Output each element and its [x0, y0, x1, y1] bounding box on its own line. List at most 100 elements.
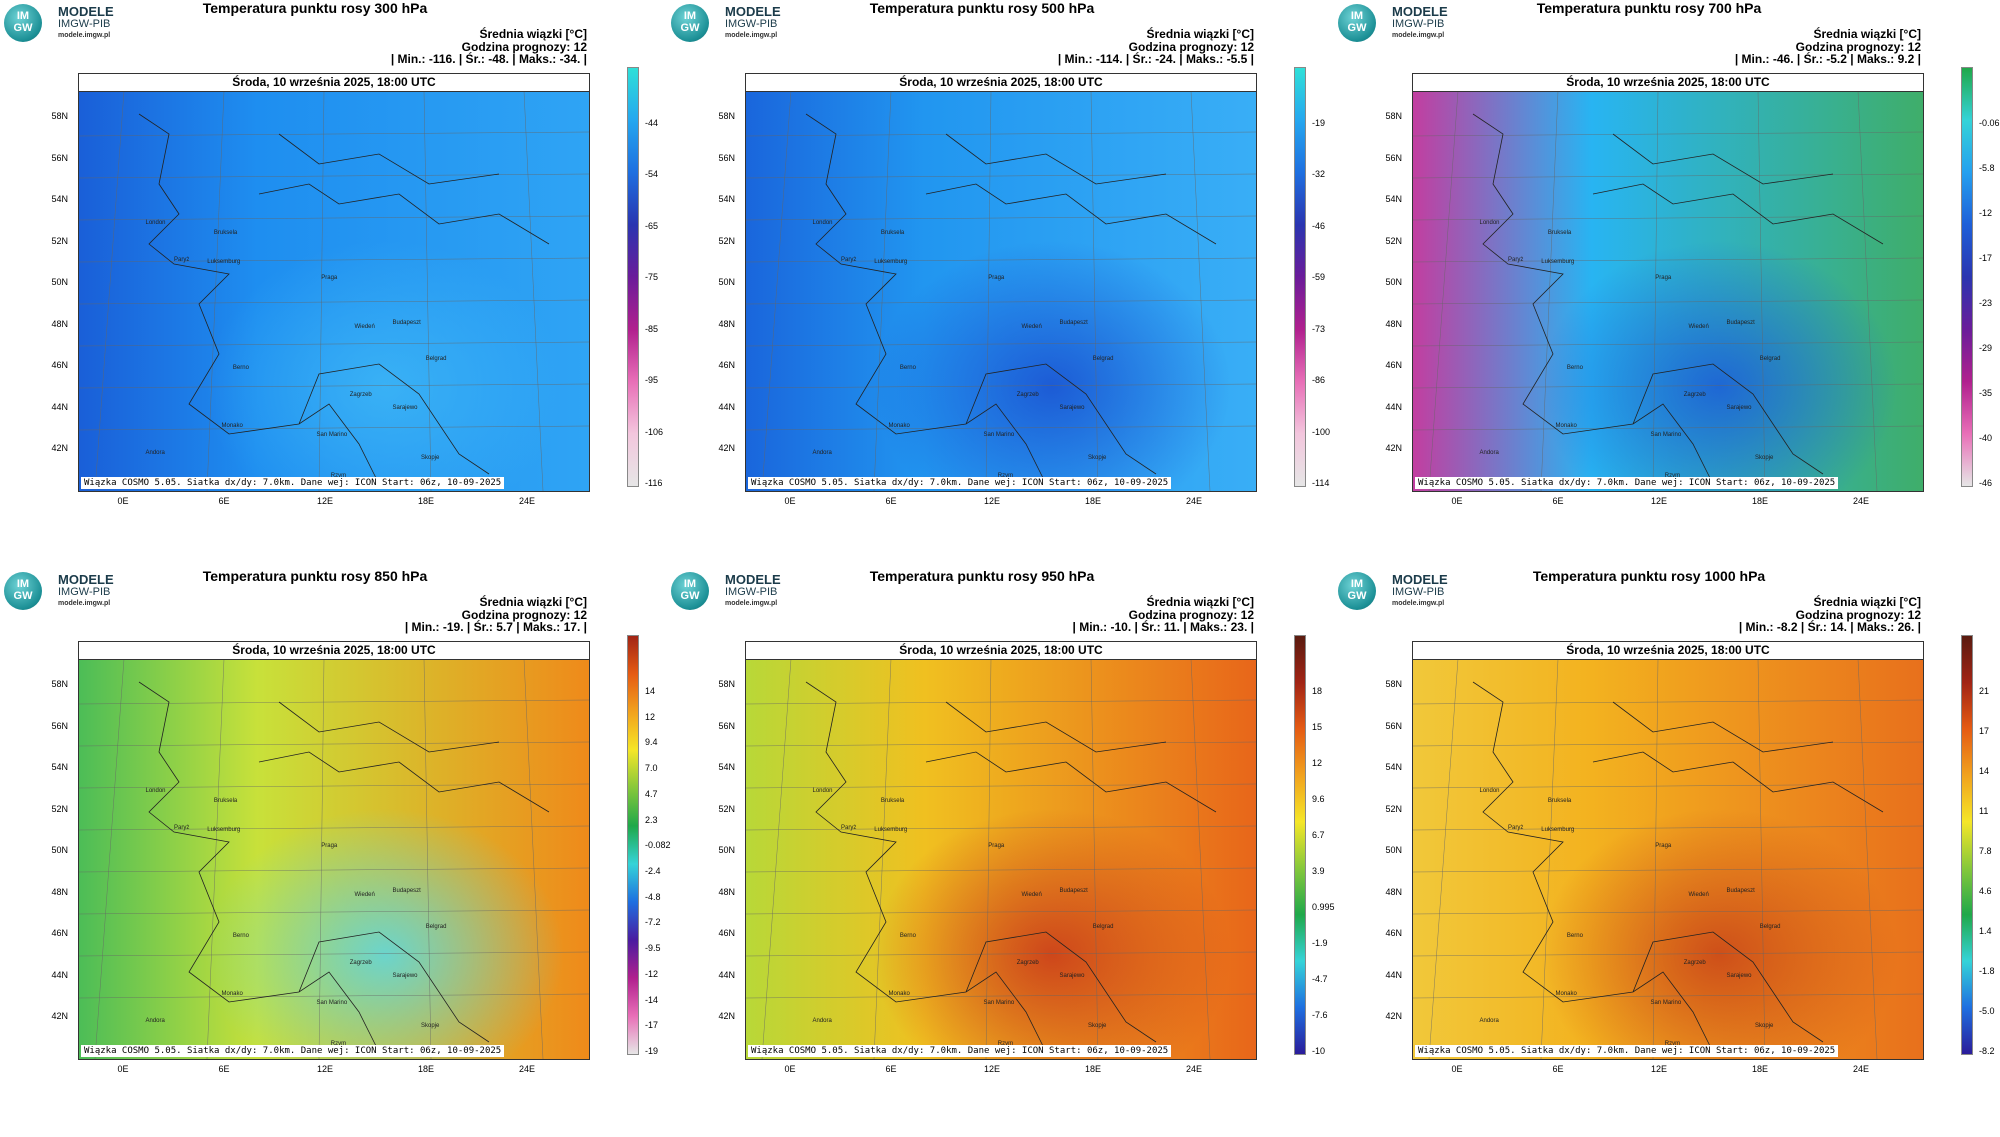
longitude-tick-label: 18E [1751, 496, 1768, 506]
city-label: Andora [145, 1018, 165, 1024]
model-footer: Wiązka COSMO 5.05. Siatka dx/dy: 7.0km. … [748, 1045, 1172, 1057]
city-label: London [145, 219, 166, 226]
map-area[interactable]: Środa, 10 września 2025, 18:00 UTC London… [745, 73, 1257, 492]
forecast-hour: Godzina prognozy: 12 [1795, 607, 1921, 622]
latitude-gridline [79, 909, 589, 915]
dewpoint-field [746, 642, 1256, 1059]
city-label: London [812, 219, 833, 226]
colorbar-tick-label: -23 [1979, 298, 1993, 308]
longitude-tick-label: 6E [885, 496, 897, 506]
latitude-gridline [79, 383, 589, 389]
colorbar-tick-label: -46 [1312, 220, 1326, 231]
model-footer: Wiązka COSMO 5.05. Siatka dx/dy: 7.0km. … [748, 477, 1172, 489]
longitude-gridline [873, 90, 892, 491]
city-label: Belgrad [1092, 923, 1114, 930]
longitude-gridline [1857, 90, 1878, 491]
city-label: Praga [988, 274, 1005, 281]
longitude-gridline [1190, 90, 1211, 491]
map-area[interactable]: Środa, 10 września 2025, 18:00 UTC London… [78, 73, 590, 492]
colorbar-tick-label: 17 [1979, 726, 1990, 736]
colorbar-tick-label: -8.2 [1979, 1046, 1995, 1056]
stats-values: | Min.: -46. | Śr.: -5.2 | Maks.: 9.2 | [1734, 52, 1921, 66]
map-area[interactable]: Środa, 10 września 2025, 18:00 UTC London… [745, 641, 1257, 1060]
model-footer: Wiązka COSMO 5.05. Siatka dx/dy: 7.0km. … [81, 477, 505, 489]
logo-badge-top: IM [16, 10, 30, 22]
map-area[interactable]: Środa, 10 września 2025, 18:00 UTC London… [1412, 73, 1924, 492]
city-label: Andora [1479, 450, 1499, 456]
chart-title: Temperatura punktu rosy 500 hPa [869, 0, 1095, 16]
latitude-tick-label: 48N [51, 886, 68, 897]
city-label: Bruksela [1547, 230, 1572, 237]
latitude-gridline [1413, 257, 1923, 263]
longitude-gridline [1428, 658, 1459, 1059]
logo-line2: IMGW-PIB [58, 18, 111, 30]
dewpoint-field [1413, 74, 1923, 491]
latitude-tick-label: 44N [1385, 401, 1402, 412]
city-label: Wiedeń [354, 324, 375, 330]
longitude-gridline [1540, 658, 1559, 1059]
city-label: Sarajewo [1059, 973, 1085, 979]
city-label: Praga [988, 842, 1005, 849]
imgw-logo[interactable]: IM GW MODELE IMGW-PIB modele.imgw.pl [4, 572, 114, 610]
latitude-gridline [79, 699, 589, 705]
city-label: Zagrzeb [1683, 391, 1706, 398]
imgw-logo[interactable]: IM GW MODELE IMGW-PIB modele.imgw.pl [4, 4, 114, 42]
logo-line2: IMGW-PIB [1392, 586, 1445, 598]
stats-values: | Min.: -19. | Śr.: 5.7 | Maks.: 17. | [404, 620, 587, 634]
colorbar-tick-label: -0.061 [1979, 118, 2000, 128]
colorbar-tick-label: 2.3 [645, 814, 658, 825]
colorbar-tick-label: -73 [1312, 323, 1326, 334]
latitude-gridline [746, 257, 1256, 263]
city-label: Monako [221, 423, 243, 429]
imgw-logo[interactable]: IM GW MODELE IMGW-PIB modele.imgw.pl [671, 572, 781, 610]
latitude-gridline [746, 741, 1256, 747]
latitude-tick-label: 56N [1385, 152, 1402, 163]
logo-line2: IMGW-PIB [725, 586, 778, 598]
imgw-logo[interactable]: IM GW MODELE IMGW-PIB modele.imgw.pl [671, 4, 781, 42]
city-label: Paryż [841, 825, 857, 832]
stats-values: | Min.: -10. | Śr.: 11. | Maks.: 23. | [1072, 620, 1255, 634]
latitude-tick-label: 50N [718, 845, 735, 855]
city-label: Monako [888, 423, 910, 429]
dewpoint-field [79, 642, 589, 1059]
city-label: Bruksela [1547, 798, 1572, 805]
imgw-logo[interactable]: IM GW MODELE IMGW-PIB modele.imgw.pl [1338, 572, 1448, 610]
latitude-gridline [79, 425, 589, 431]
city-label: Berno [899, 364, 916, 371]
latitude-gridline [79, 867, 589, 873]
map-area[interactable]: Środa, 10 września 2025, 18:00 UTC London… [1412, 641, 1924, 1060]
valid-time-label: Środa, 10 września 2025, 18:00 UTC [1413, 642, 1923, 660]
logo-line1: MODELE [725, 572, 781, 587]
logo-badge-bottom: GW [680, 590, 700, 602]
longitude-tick-label: 0E [784, 1064, 796, 1074]
colorbar-tick-label: 12 [1312, 758, 1323, 768]
latitude-gridline [79, 257, 589, 263]
forecast-panel: IM GW MODELE IMGW-PIB modele.imgw.pl Temperat… [1334, 568, 2000, 1136]
longitude-gridline [1090, 658, 1099, 1059]
latitude-gridline [79, 741, 589, 747]
city-label: Belgrad [1759, 923, 1781, 930]
stats-heading: Średnia wiązki [°C] [1813, 27, 1922, 41]
longitude-tick-label: 24E [518, 496, 535, 506]
longitude-tick-label: 6E [1552, 496, 1564, 506]
map-area[interactable]: Środa, 10 września 2025, 18:00 UTC London… [78, 641, 590, 1060]
city-label: Sarajewo [1726, 405, 1752, 411]
latitude-gridline [1413, 299, 1923, 305]
longitude-gridline [318, 658, 325, 1059]
dewpoint-field [746, 74, 1256, 491]
logo-text: MODELE IMGW-PIB modele.imgw.pl [58, 5, 114, 42]
city-label: Berno [1566, 932, 1583, 939]
latitude-tick-label: 54N [718, 194, 735, 204]
longitude-tick-label: 6E [885, 1064, 897, 1074]
city-label: London [812, 787, 833, 794]
latitude-tick-label: 44N [51, 401, 68, 412]
longitude-tick-label: 24E [1852, 1064, 1869, 1074]
latitude-tick-label: 54N [1385, 194, 1402, 204]
city-label: Monako [1555, 991, 1577, 997]
longitude-gridline [873, 658, 892, 1059]
imgw-logo[interactable]: IM GW MODELE IMGW-PIB modele.imgw.pl [1338, 4, 1448, 42]
colorbar-tick-label: -19 [1312, 118, 1326, 128]
longitude-gridline [761, 90, 792, 491]
colorbar-tick-label: -29 [1979, 343, 1993, 353]
latitude-tick-label: 56N [718, 720, 735, 731]
